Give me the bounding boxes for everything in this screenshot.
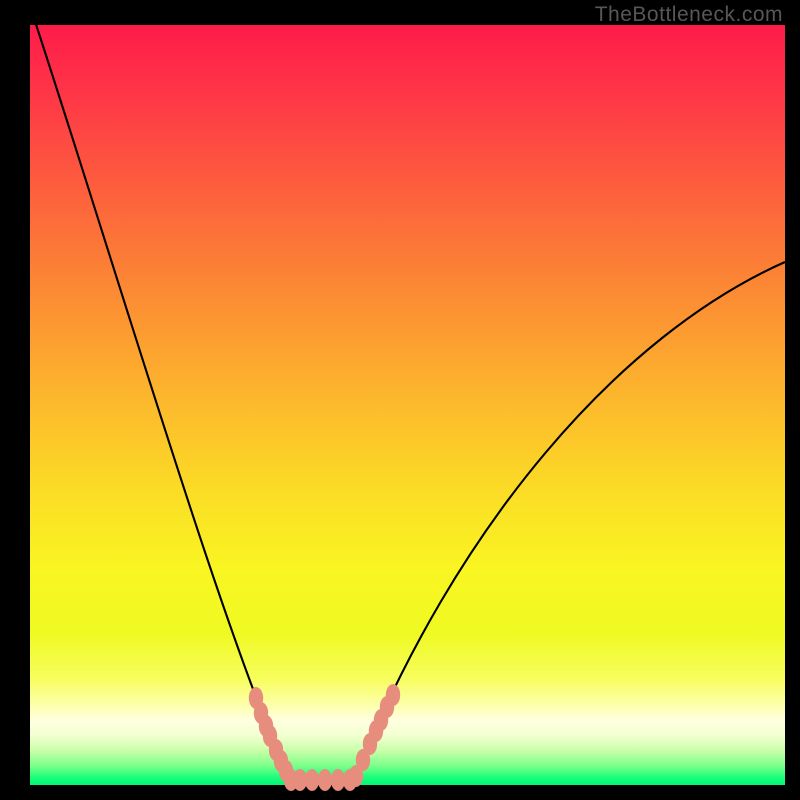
curves-overlay: [0, 0, 800, 800]
watermark-text: TheBottleneck.com: [595, 3, 783, 27]
chart-container: TheBottleneck.com: [0, 0, 800, 800]
right-curve: [354, 262, 785, 780]
bottom-marker: [305, 769, 319, 791]
right-marker: [386, 684, 400, 706]
bottom-marker: [318, 769, 332, 791]
left-curve: [30, 6, 290, 780]
